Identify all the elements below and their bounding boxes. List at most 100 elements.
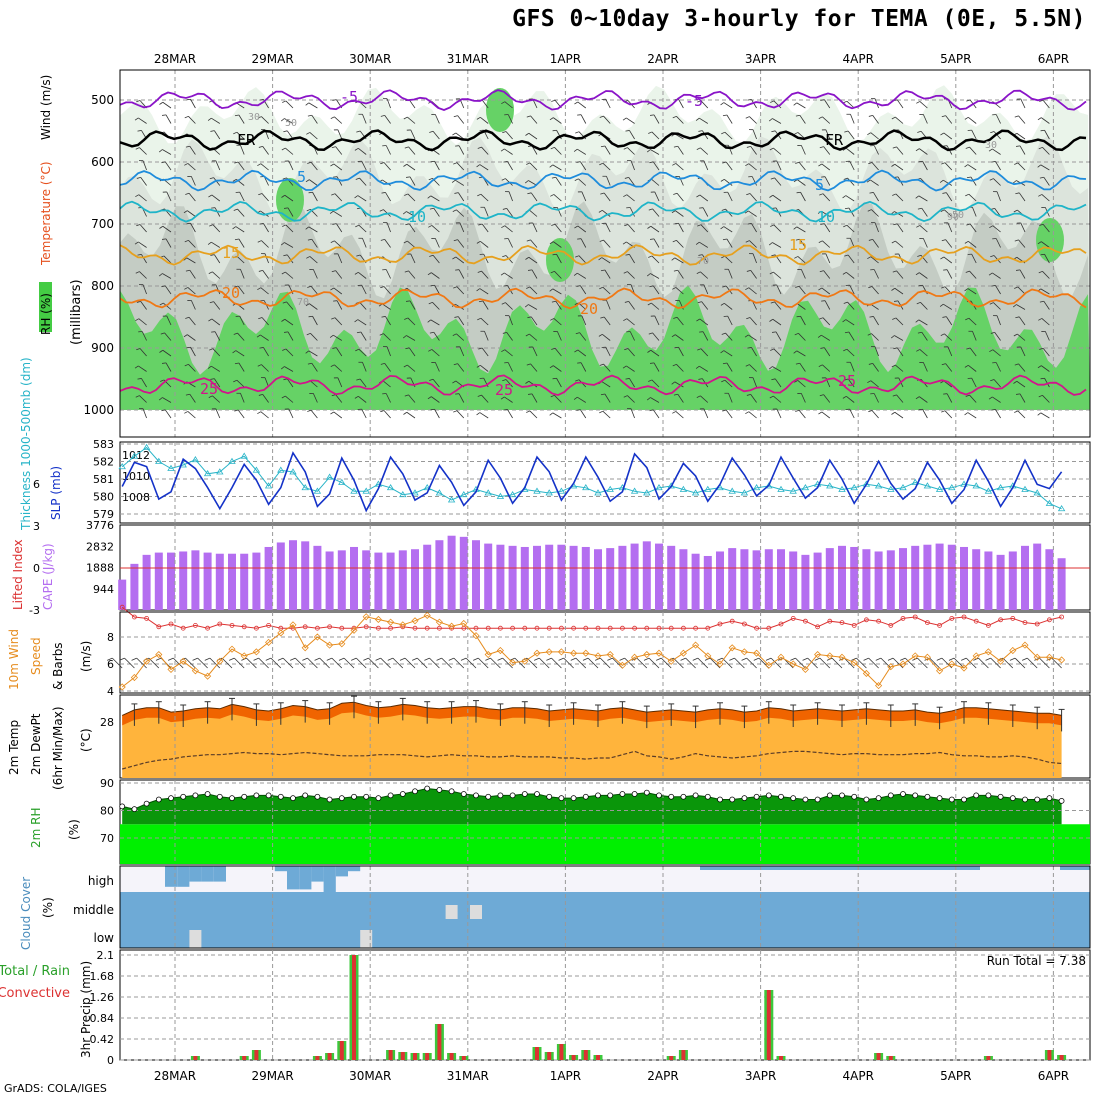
upper-wind-barb-549-flag: [550, 318, 555, 321]
upper-wind-barb-639-flag: [893, 347, 898, 350]
upper-wind-barb-495: [159, 302, 172, 310]
upper-wind-barb-395-flag: [502, 255, 507, 258]
upper-wind-barb-373-flag: [891, 240, 896, 244]
upper-wind-barb-760: [139, 408, 147, 419]
upper-wind-barb-109: [940, 132, 953, 140]
li-point-34: [534, 625, 540, 631]
upper-wind-barb-225-staff: [993, 178, 1001, 186]
upper-wind-barb-687-staff: [214, 378, 221, 388]
upper-wind-barb-309: [259, 223, 269, 233]
wind10-barb-56-flag: [790, 657, 796, 661]
upper-wind-barb-373-staff: [895, 240, 904, 248]
upper-wind-barb-254-flag: [769, 194, 774, 198]
upper-wind-barb-544-staff: [430, 319, 440, 326]
upper-wind-barb-70-staff: [922, 114, 928, 124]
upper-wind-barb-721: [1040, 377, 1050, 388]
upper-wind-barb-153-flag: [161, 161, 166, 164]
wind10-barb-11-flag: [241, 657, 247, 661]
upper-wind-barb-656-flag: [380, 363, 385, 365]
wind10-barb-76-staff: [1039, 657, 1050, 669]
upper-wind-barb-750: [819, 394, 831, 403]
upper-wind-barb-125-staff: [408, 146, 416, 155]
upper-wind-barb-734: [427, 396, 440, 403]
upper-wind-barb-63-staff: [749, 116, 757, 124]
upper-wind-barb-441: [696, 271, 709, 279]
upper-wind-barb-658: [431, 361, 440, 372]
upper-wind-barb-46-flag: [330, 116, 335, 119]
wind10-barb-68-flag: [936, 657, 943, 661]
upper-wind-barb-286-staff: [629, 207, 635, 217]
upper-wind-barb-230-flag: [185, 192, 190, 195]
upper-wind-barb-602-flag: [917, 331, 922, 334]
upper-wind-barb-392: [429, 254, 440, 264]
upper-wind-barb-171-flag: [599, 162, 604, 166]
upper-wind-barb-179-staff: [798, 161, 806, 171]
upper-wind-barb-391-staff: [410, 253, 416, 264]
upper-wind-barb-169-staff: [552, 164, 562, 171]
precip-tick-4: 0.42: [90, 1033, 115, 1046]
upper-wind-barb-405: [749, 253, 757, 264]
upper-wind-barb-287: [648, 208, 660, 217]
upper-wind-barb-25-staff: [751, 99, 757, 109]
thickness-point-32: [508, 490, 517, 498]
upper-wind-barb-88-staff: [432, 130, 440, 140]
upper-wind-barb-600-flag: [867, 333, 872, 336]
wind10-point-35: [545, 648, 553, 656]
upper-wind-barb-246-staff: [581, 191, 587, 202]
wind10-point-53: [765, 661, 773, 669]
upper-wind-barb-178-staff: [776, 160, 782, 171]
upper-wind-barb-41-staff: [211, 117, 221, 124]
upper-wind-barb-693: [356, 378, 367, 388]
upper-wind-barb-159: [307, 161, 318, 171]
upper-wind-barb-42-staff: [238, 114, 245, 124]
upper-wind-barb-96: [625, 130, 635, 140]
upper-wind-barb-596: [771, 331, 782, 341]
upper-wind-barb-341: [1039, 223, 1050, 233]
upper-wind-barb-236: [331, 193, 343, 202]
rh2m-point-42: [631, 791, 638, 797]
upper-wind-barb-244: [527, 192, 538, 202]
wind10-barb-19-flag: [338, 657, 345, 661]
contour-label-6: 10: [408, 208, 426, 226]
upper-wind-barb-562-flag: [869, 316, 874, 318]
upper-wind-barb-743-staff: [650, 397, 660, 403]
thickness-point-72: [996, 483, 1005, 491]
li-point-59: [839, 620, 845, 625]
upper-wind-barb-406-flag: [771, 254, 776, 257]
upper-wind-barb-582-staff: [433, 331, 440, 341]
wind10-barb-75: [1022, 657, 1038, 669]
upper-wind-barb-455-flag: [1038, 270, 1043, 274]
upper-wind-barb-331-flag: [793, 226, 798, 230]
cape-bar-63: [886, 550, 895, 610]
upper-wind-barb-482: [772, 284, 782, 295]
cape-bar-1: [130, 563, 139, 610]
wind10-point-8: [216, 657, 224, 665]
wind10-barb-31: [485, 657, 501, 669]
upper-wind-barb-108-flag: [917, 130, 922, 133]
upper-wind-barb-751: [842, 395, 855, 403]
upper-wind-barb-313: [355, 224, 367, 233]
upper-wind-barb-704-staff: [629, 378, 635, 388]
upper-wind-barb-638-staff: [874, 346, 879, 357]
upper-wind-barb-650-flag: [234, 362, 239, 365]
wind10-barb-8-flag: [204, 657, 211, 661]
upper-wind-barb-430-flag: [427, 272, 432, 276]
rh2m-point-50: [729, 796, 736, 803]
upper-wind-barb-49: [403, 116, 416, 124]
upper-wind-barb-751-staff: [846, 396, 855, 403]
wind10-barb-8-staff: [209, 657, 221, 669]
rh2m-point-12: [265, 792, 272, 799]
upper-wind-barb-437-staff: [604, 269, 611, 279]
upper-wind-barb-385-staff: [264, 253, 269, 264]
upper-wind-barb-501-staff: [309, 303, 318, 310]
upper-wind-barb-311-staff: [308, 226, 318, 233]
upper-wind-barb-228-flag: [135, 194, 140, 198]
li-point-12: [266, 623, 272, 628]
upper-wind-barb-321-staff: [554, 223, 562, 233]
upper-wind-barb-44-flag: [280, 118, 285, 122]
upper-wind-barb-578-staff: [333, 334, 343, 341]
upper-wind-barb-38-staff: [138, 117, 147, 124]
upper-wind-barb-36: [1016, 98, 1026, 109]
upper-wind-barb-268-flag: [183, 210, 188, 214]
upper-wind-barb-225: [989, 178, 1001, 186]
